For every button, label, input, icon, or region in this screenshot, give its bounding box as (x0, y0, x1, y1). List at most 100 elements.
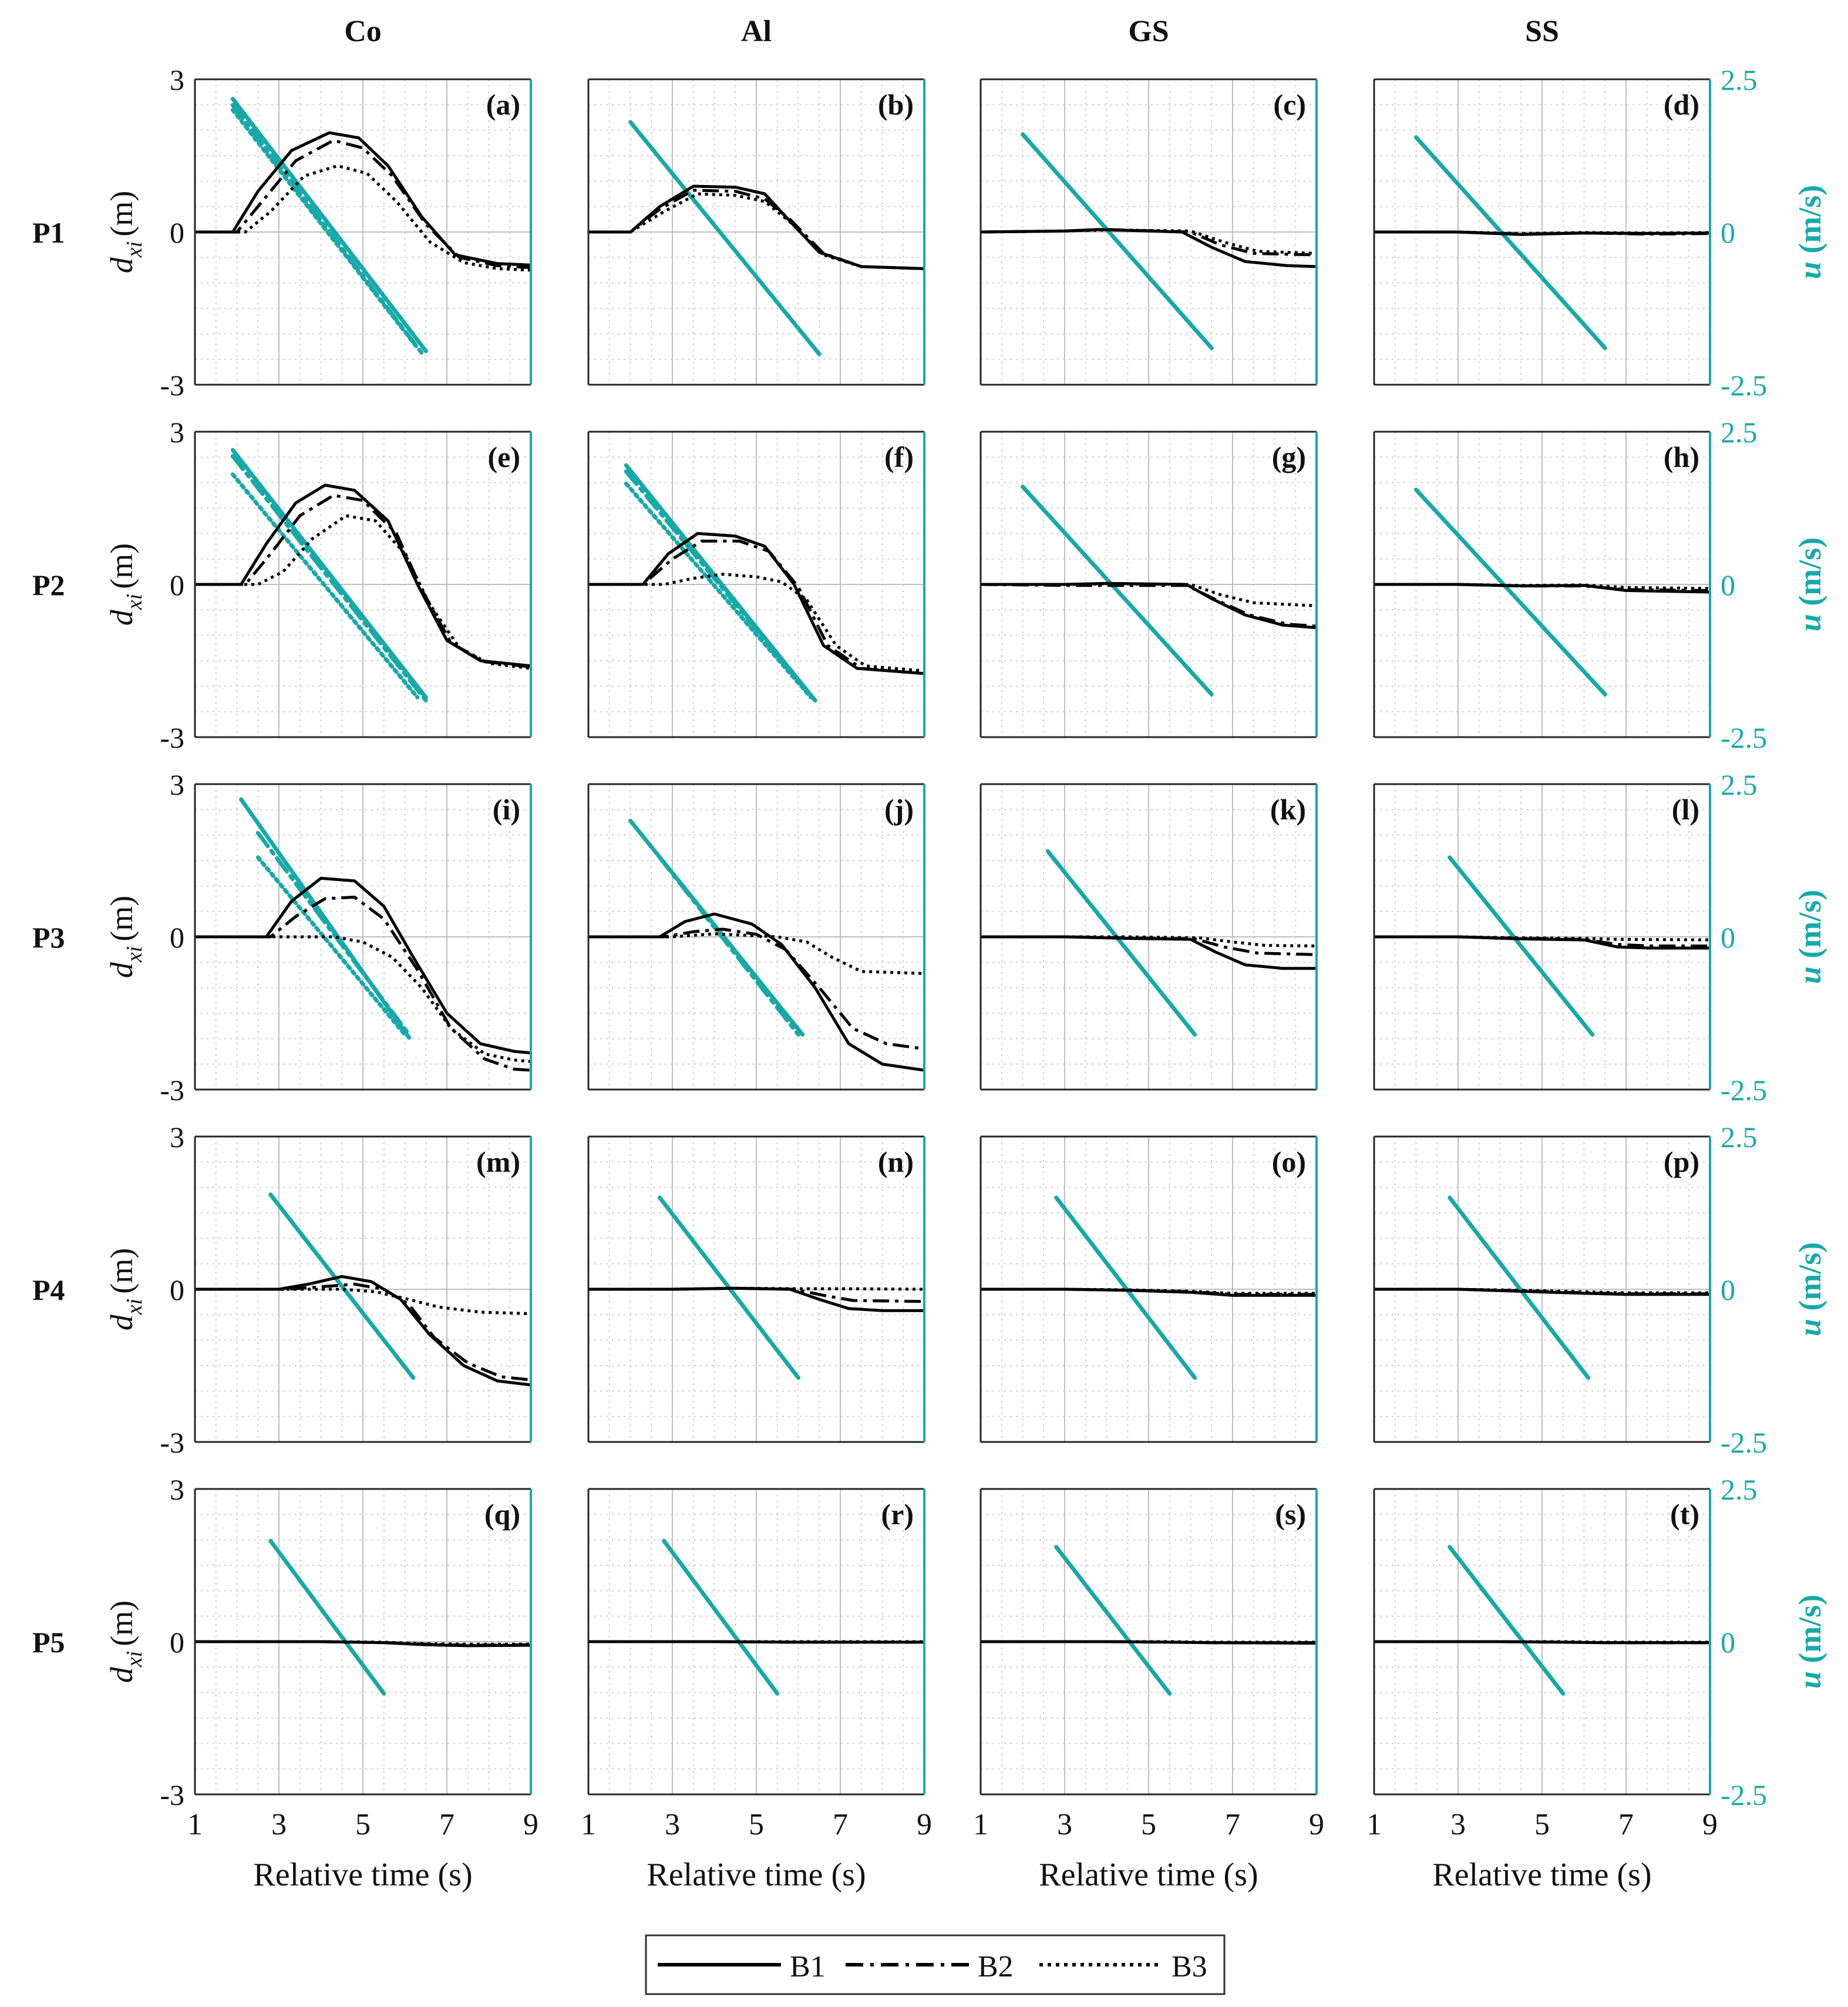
svg-text:dxi(m): dxi (m) (104, 1601, 147, 1683)
panel-i: (i) -3 0 3 (160, 768, 532, 1107)
row-label-p5: P5 (32, 1626, 65, 1659)
ytick-left-label: 0 (170, 569, 184, 601)
displacement-series-b2 (195, 1282, 531, 1381)
ylabel-right-row-4: u (m/s) (1792, 1242, 1827, 1337)
velocity-group (1054, 1195, 1197, 1380)
xtick-label: 3 (271, 1808, 287, 1841)
panel-label: (i) (493, 793, 520, 826)
xtick-label: 9 (523, 1808, 538, 1841)
xtick-label: 7 (439, 1808, 455, 1841)
xtick-label: 5 (355, 1808, 371, 1841)
displacement-group (588, 184, 924, 270)
panel-label: (p) (1664, 1145, 1699, 1178)
xlabel-al: Relative time (s) (647, 1857, 866, 1893)
displacement-group (1374, 1287, 1710, 1296)
velocity-series-b3 (230, 472, 420, 700)
ylabel-left-unit: (m) (104, 543, 139, 589)
xtick-label: 1 (973, 1808, 988, 1841)
xlabel-gs: Relative time (s) (1039, 1857, 1258, 1893)
column-header-al: Al (741, 15, 772, 48)
displacement-series-b2 (1374, 935, 1710, 948)
displacement-series-b3 (588, 573, 924, 673)
panel-r: (r) 1 3 5 7 9 (581, 1488, 932, 1841)
displacement-series-b2 (1374, 1640, 1710, 1645)
displacement-group (981, 581, 1317, 630)
panel-label: (r) (881, 1498, 914, 1531)
panel-f: (f) (587, 431, 925, 738)
ylabel-right-row-5: u (m/s) (1792, 1595, 1827, 1689)
velocity-series-b1 (662, 1538, 780, 1696)
velocity-group (624, 463, 817, 703)
displacement-series-b2 (981, 1287, 1317, 1296)
ylabel-left-row-1: dxi (m) (104, 191, 147, 273)
xtick-label: 9 (1702, 1808, 1718, 1841)
svg-text:u (m/s): u (m/s) (1792, 185, 1827, 280)
velocity-series-b1 (1448, 1545, 1566, 1696)
row-label-p1: P1 (32, 216, 65, 249)
displacement-group (981, 228, 1317, 268)
svg-text:u (m/s): u (m/s) (1792, 890, 1827, 984)
displacement-series-b2 (1374, 230, 1710, 236)
xlabel-ss: Relative time (s) (1432, 1857, 1651, 1893)
velocity-series-b1 (268, 1192, 416, 1380)
ytick-left-label: 0 (170, 216, 184, 249)
panel-label: (c) (1274, 88, 1307, 121)
panel-label: (j) (884, 793, 914, 826)
ytick-right-label: 0 (1721, 569, 1735, 601)
panel-label: (q) (484, 1498, 520, 1531)
displacement-series-b2 (588, 927, 924, 1051)
displacement-series-b3 (1374, 935, 1710, 942)
panel-label: (m) (476, 1145, 520, 1178)
panel-label: (b) (878, 88, 914, 121)
svg-text:u (m/s): u (m/s) (1792, 1595, 1827, 1689)
displacement-series-b2 (1374, 1287, 1710, 1296)
velocity-series-b1 (1021, 485, 1214, 697)
velocity-group (628, 818, 805, 1037)
displacement-group (1374, 935, 1710, 950)
displacement-group (588, 532, 924, 675)
xtick-label: 5 (1141, 1808, 1156, 1841)
panels-layer: (a) -3 0 3 (b) (c) (d) -2.5 0 2.5 (e) -3 0 3 (f) (g) (h)… (160, 63, 1767, 1841)
displacement-series-b3 (588, 1286, 924, 1291)
ytick-right-label: -2.5 (1721, 369, 1767, 402)
ytick-right-label: 0 (1721, 216, 1735, 249)
panel-grid (195, 432, 531, 737)
panel-label: (f) (884, 441, 914, 473)
ytick-right-label: 0 (1721, 1273, 1735, 1306)
displacement-series-b1 (588, 532, 924, 675)
velocity-series-b1 (1448, 855, 1595, 1037)
svg-text:u (m/s): u (m/s) (1792, 537, 1827, 632)
panel-label: (t) (1670, 1498, 1699, 1531)
panel-label: (o) (1272, 1145, 1306, 1178)
ytick-left-label: 3 (170, 1473, 184, 1506)
displacement-series-b1 (1374, 935, 1710, 950)
velocity-series-b1 (230, 448, 428, 700)
ylabel-right-u: u (1792, 254, 1827, 280)
ylabel-left-unit: (m) (104, 191, 139, 237)
displacement-series-b2 (981, 1640, 1317, 1645)
panel-o: (o) (979, 1135, 1318, 1443)
ylabel-left-sub: xi (122, 594, 147, 610)
displacement-series-b3 (195, 935, 531, 1063)
ytick-left-label: -3 (160, 1426, 184, 1459)
displacement-series-b2 (981, 228, 1317, 257)
displacement-group (195, 876, 531, 1072)
ylabel-right-unit: (m/s) (1792, 1595, 1827, 1663)
ylabel-left-row-3: dxi (m) (104, 896, 147, 978)
panel-label: (k) (1270, 793, 1306, 826)
velocity-series-b3 (255, 855, 407, 1037)
ytick-left-label: -3 (160, 721, 184, 754)
displacement-series-b2 (1374, 583, 1710, 592)
xtick-label: 1 (187, 1808, 203, 1841)
displacement-series-b2 (195, 139, 531, 270)
displacement-series-b3 (1374, 583, 1710, 590)
row-label-p3: P3 (32, 921, 65, 954)
ylabel-left-d: d (104, 962, 139, 978)
displacement-group (1374, 583, 1710, 594)
ylabel-left-d: d (104, 257, 139, 273)
panel-g: (g) (979, 431, 1318, 738)
velocity-group (1448, 855, 1595, 1037)
ylabel-left-row-2: dxi (m) (104, 543, 147, 626)
ylabel-right-u: u (1792, 1663, 1827, 1689)
displacement-series-b3 (195, 1640, 531, 1646)
